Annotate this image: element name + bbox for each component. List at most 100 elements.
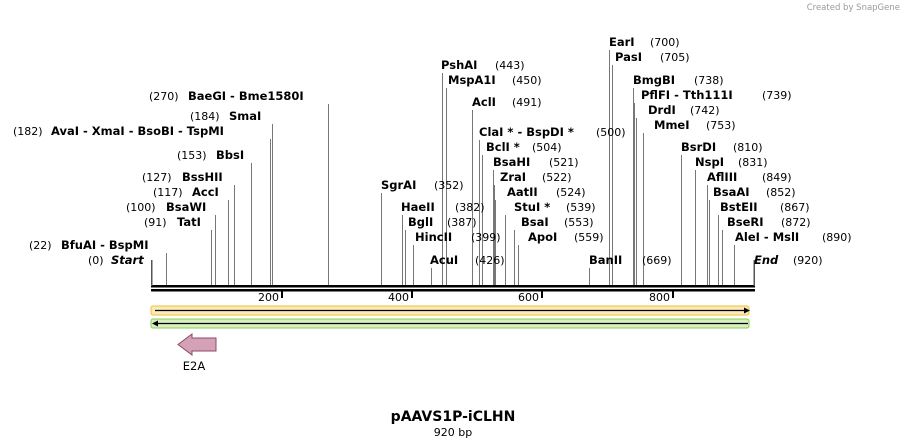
site-label[interactable]: BssHII [182,170,223,184]
tick-label-400: 400 [388,291,409,304]
end-position: (920) [793,254,823,267]
site-position: (270) [149,90,179,103]
site-labels: BfuAI - BspMI (22) TatI (91) BsaWI (100) AccI (… [13,35,852,267]
site-label[interactable]: BsaAI [713,185,750,199]
site-position: (500) [596,126,626,139]
site-label[interactable]: BanII [589,253,622,267]
forward-arrow-icon [744,307,750,314]
backbone-bottom-line [151,289,755,292]
site-label[interactable]: MspA1I [448,73,496,87]
reverse-strand [150,318,750,329]
site-position: (849) [762,171,792,184]
site-label[interactable]: BglI [408,215,433,229]
site-position: (669) [642,254,672,267]
site-lines [166,50,735,285]
site-position: (450) [512,74,542,87]
site-position: (810) [733,141,763,154]
site-label[interactable]: BmgBI [633,73,675,87]
site-label[interactable]: AclI [472,95,496,109]
site-position: (382) [455,201,485,214]
site-label[interactable]: BclI * [486,140,520,154]
site-label[interactable]: AleI - MslI [735,230,799,244]
site-position: (100) [126,201,156,214]
site-label[interactable]: AcuI [430,253,458,267]
plasmid-name: pAAVS1P-iCLHN [391,409,516,425]
site-position: (91) [144,216,167,229]
site-position: (504) [532,141,562,154]
site-position: (872) [781,216,811,229]
start-label: Start [111,253,144,267]
site-position: (522) [542,171,572,184]
site-label[interactable]: TatI [177,215,201,229]
end-marker [753,260,755,286]
site-position: (539) [566,201,596,214]
forward-strand [150,305,750,316]
site-label[interactable]: PasI [615,50,642,64]
site-position: (184) [190,110,220,123]
plasmid-length: 920 bp [434,426,472,439]
site-position: (117) [153,186,183,199]
site-label[interactable]: HaeII [401,200,435,214]
site-label[interactable]: StuI * [514,200,550,214]
site-position: (700) [650,36,680,49]
site-position: (553) [564,216,594,229]
reverse-arrow-icon [152,320,158,327]
site-position: (443) [495,59,525,72]
tick-label-200: 200 [258,291,279,304]
site-label[interactable]: SgrAI [381,178,416,192]
tick-mark [541,291,543,298]
site-label[interactable]: BsaI [521,215,549,229]
site-position: (742) [690,104,720,117]
site-label[interactable]: BbsI [216,148,244,162]
site-label[interactable]: ApoI [528,230,557,244]
feature-e2a[interactable]: E2A [177,333,217,373]
site-label[interactable]: BsaHI [493,155,530,169]
site-position: (426) [475,254,505,267]
site-position: (753) [706,119,736,132]
feature-label: E2A [183,359,206,373]
tick-label-800: 800 [649,291,670,304]
site-label[interactable]: BfuAI - BspMI [61,238,148,252]
site-position: (399) [471,231,501,244]
site-label[interactable]: PshAI [441,58,477,72]
site-label[interactable]: AatII [507,185,538,199]
site-position: (739) [762,89,792,102]
snapgene-credit: Created by SnapGene [807,3,900,13]
site-label[interactable]: BsaWI [166,200,206,214]
site-label[interactable]: DrdI [648,103,676,117]
site-label[interactable]: BseRI [727,215,764,229]
site-label[interactable]: BsrDI [681,140,716,154]
site-position: (521) [549,156,579,169]
site-label[interactable]: EarI [609,35,635,49]
site-label[interactable]: AflIII [707,170,737,184]
site-label[interactable]: HincII [415,230,452,244]
site-position: (22) [29,239,52,252]
site-position: (127) [142,171,172,184]
site-label[interactable]: AvaI - XmaI - BsoBI - TspMI [51,124,224,138]
ruler: 200 400 600 800 [258,291,674,304]
site-label[interactable]: BaeGI - Bme1580I [188,89,304,103]
tick-mark [411,291,413,298]
start-position: (0) [88,254,104,267]
site-position: (890) [822,231,852,244]
end-label: End [754,253,779,267]
site-position: (182) [13,125,43,138]
site-label[interactable]: ZraI [500,170,526,184]
site-label[interactable]: AccI [192,185,219,199]
sequence-backbone [151,260,755,292]
site-label[interactable]: ClaI * - BspDI * [479,125,574,139]
site-label[interactable]: BstEII [720,200,758,214]
site-position: (559) [574,231,604,244]
site-position: (705) [660,51,690,64]
site-position: (153) [177,149,207,162]
site-label[interactable]: PflFI - Tth111I [641,88,733,102]
site-position: (852) [766,186,796,199]
site-position: (387) [447,216,477,229]
left-arrow-feature-icon[interactable] [177,333,217,356]
site-position: (491) [512,96,542,109]
site-label[interactable]: NspI [695,155,724,169]
site-label[interactable]: MmeI [654,118,690,132]
backbone-top-line [151,285,755,288]
site-label[interactable]: SmaI [229,109,261,123]
